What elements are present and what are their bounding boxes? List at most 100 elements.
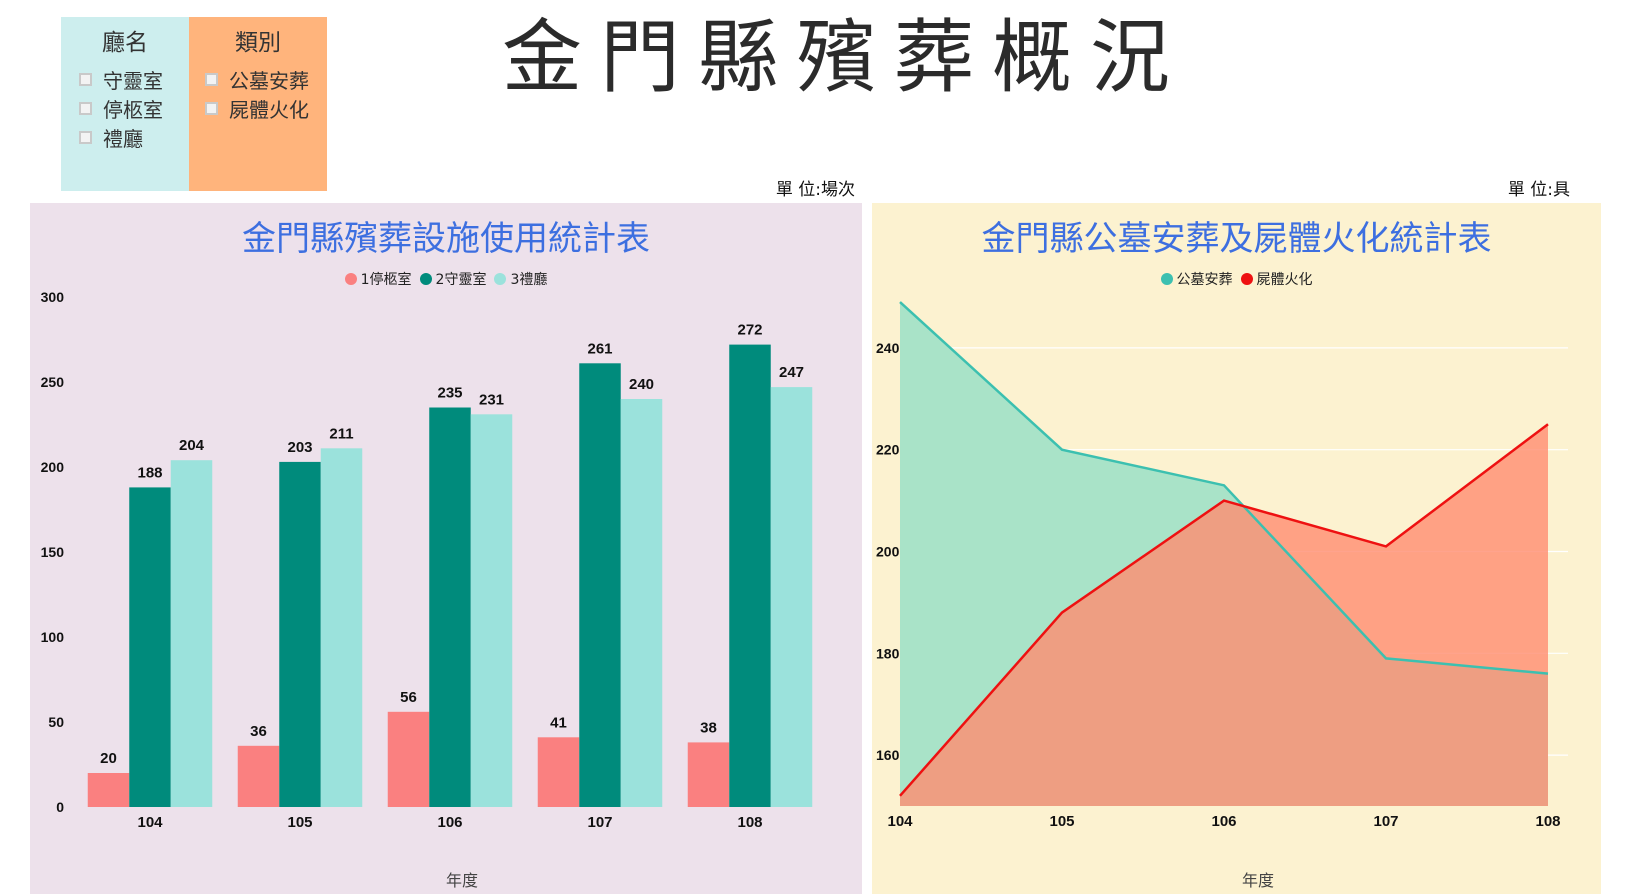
x-tick-label: 108 <box>1535 813 1560 830</box>
legend-item-series-2[interactable]: 2守靈室 <box>419 269 487 289</box>
legend-dot-icon <box>1240 273 1253 285</box>
type-filter-title: 類別 <box>235 30 281 56</box>
x-tick-label: 107 <box>1373 813 1398 830</box>
bar-106-series-3 <box>470 414 513 807</box>
unit-label-left: 單 位:場次 <box>775 180 855 200</box>
checkbox-icon[interactable] <box>79 102 92 115</box>
bar-106-series-2 <box>429 407 471 807</box>
bar-data-label: 211 <box>329 425 353 442</box>
area-chart-legend: 公墓安葬 屍體火化 <box>872 269 1601 289</box>
bar-108-series-1 <box>687 742 730 807</box>
bar-107-series-3 <box>620 399 663 807</box>
legend-item-cremation[interactable]: 屍體火化 <box>1240 269 1313 289</box>
bar-data-label: 188 <box>137 464 162 481</box>
bar-106-series-1 <box>387 711 430 807</box>
bar-chart-legend: 1停柩室 2守靈室 3禮廳 <box>30 269 862 289</box>
bar-data-label: 41 <box>550 714 567 731</box>
y-tick-label: 200 <box>876 544 900 560</box>
checkbox-icon[interactable] <box>79 131 92 144</box>
y-tick-label: 250 <box>41 374 65 390</box>
bar-data-label: 38 <box>700 719 717 736</box>
y-tick-label: 0 <box>56 799 64 815</box>
legend-label: 屍體火化 <box>1256 272 1313 288</box>
x-tick-label: 106 <box>437 814 462 831</box>
hall-filter-title: 廳名 <box>102 30 148 56</box>
y-tick-label: 220 <box>876 442 900 458</box>
legend-item-burial[interactable]: 公墓安葬 <box>1160 269 1233 289</box>
bar-105-series-1 <box>237 745 280 807</box>
bar-data-label: 235 <box>437 385 462 402</box>
legend-label: 3禮廳 <box>510 272 548 288</box>
bar-data-label: 247 <box>779 364 804 381</box>
area-chart-plot: 160 180 200 220 240 104 105 106 107 108 <box>876 301 1568 830</box>
y-tick-label: 150 <box>41 544 65 560</box>
bar-107-series-1 <box>537 737 580 807</box>
bar-108-series-2 <box>729 344 771 807</box>
bar-chart-plot: 0 50 100 150 200 250 300 20 188 204 104 36 203 211 105… <box>41 289 813 831</box>
legend-label: 1停柩室 <box>360 272 412 288</box>
y-tick-label: 180 <box>876 645 900 661</box>
bar-104-series-3 <box>170 460 213 807</box>
bar-data-label: 272 <box>737 322 762 339</box>
hall-filter-item-coffin[interactable]: 停柩室 <box>61 94 189 123</box>
bar-data-label: 261 <box>587 340 612 357</box>
checkbox-icon[interactable] <box>79 73 92 86</box>
hall-filter-item-ceremony[interactable]: 禮廳 <box>61 123 189 152</box>
filter-item-label: 守靈室 <box>103 69 163 93</box>
legend-dot-icon <box>419 273 432 285</box>
x-tick-label: 106 <box>1211 813 1236 830</box>
bar-107-series-2 <box>579 363 621 807</box>
filter-item-label: 屍體火化 <box>229 98 309 122</box>
bar-105-series-3 <box>320 448 363 807</box>
type-filter-item-burial[interactable]: 公墓安葬 <box>189 65 327 94</box>
x-tick-label: 105 <box>287 814 312 831</box>
series-line-burial <box>899 301 1549 675</box>
bar-105-series-2 <box>279 461 321 807</box>
legend-dot-icon <box>344 273 357 285</box>
legend-label: 公墓安葬 <box>1176 272 1233 288</box>
bar-data-label: 231 <box>479 391 504 408</box>
area-chart-title: 金門縣公墓安葬及屍體火化統計表 <box>981 219 1492 259</box>
bar-data-label: 203 <box>287 439 312 456</box>
bar-chart-x-axis-title: 年度 <box>446 871 479 890</box>
series-line-cremation <box>899 423 1549 797</box>
bar-chart-panel: 金門縣殯葬設施使用統計表 1停柩室 2守靈室 3禮廳 0 50 100 150 200 2… <box>30 203 862 894</box>
legend-label: 2守靈室 <box>435 272 487 288</box>
x-tick-label: 104 <box>887 813 913 830</box>
bar-data-label: 20 <box>100 750 117 767</box>
y-tick-label: 160 <box>876 747 900 763</box>
area-fill-cremation <box>900 424 1548 806</box>
area-chart-panel: 金門縣公墓安葬及屍體火化統計表 公墓安葬 屍體火化 160 180 200 220 24… <box>872 203 1601 894</box>
filter-item-label: 禮廳 <box>103 127 143 151</box>
checkbox-icon[interactable] <box>205 73 218 86</box>
type-filter-item-cremation[interactable]: 屍體火化 <box>189 94 327 123</box>
type-filter-panel: 類別 公墓安葬 屍體火化 <box>189 17 327 191</box>
y-tick-label: 200 <box>41 459 65 475</box>
hall-filter-item-mourning[interactable]: 守靈室 <box>61 65 189 94</box>
bar-data-label: 56 <box>400 689 417 706</box>
legend-item-series-3[interactable]: 3禮廳 <box>494 269 547 289</box>
bar-data-label: 204 <box>179 437 205 454</box>
legend-dot-icon <box>494 273 507 285</box>
bar-chart-title: 金門縣殯葬設施使用統計表 <box>242 219 650 259</box>
x-tick-label: 105 <box>1049 813 1074 830</box>
checkbox-icon[interactable] <box>205 102 218 115</box>
bar-data-label: 36 <box>250 723 267 740</box>
filter-item-label: 停柩室 <box>103 98 163 122</box>
bar-108-series-3 <box>770 387 813 807</box>
y-tick-label: 240 <box>876 340 900 356</box>
y-tick-label: 300 <box>41 289 65 305</box>
bar-104-series-2 <box>129 487 171 807</box>
bar-104-series-1 <box>87 773 130 807</box>
page-title: 金門縣殯葬概況 <box>502 11 1188 104</box>
x-tick-label: 104 <box>137 814 163 831</box>
filter-item-label: 公墓安葬 <box>229 69 309 93</box>
area-chart-x-axis-title: 年度 <box>1242 871 1275 890</box>
y-tick-label: 100 <box>41 629 65 645</box>
legend-item-series-1[interactable]: 1停柩室 <box>344 269 412 289</box>
hall-filter-panel: 廳名 守靈室 停柩室 禮廳 <box>61 17 189 191</box>
bar-data-label: 240 <box>629 376 654 393</box>
y-tick-label: 50 <box>48 714 64 730</box>
x-tick-label: 107 <box>587 814 612 831</box>
legend-dot-icon <box>1160 273 1173 285</box>
